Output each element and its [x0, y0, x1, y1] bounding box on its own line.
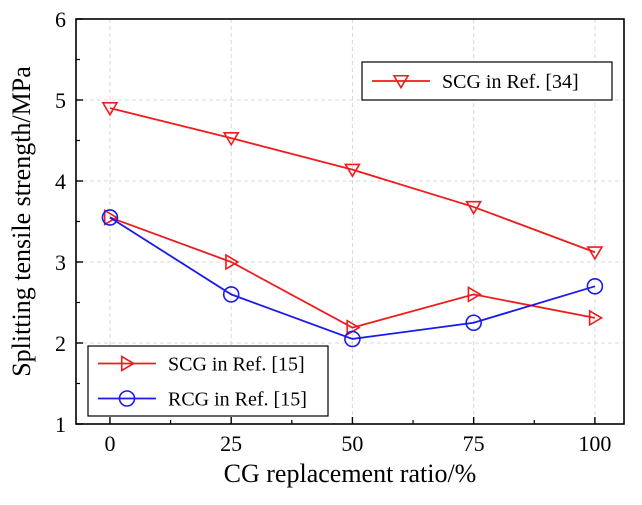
- series-line: [109, 107, 596, 254]
- data-point: [588, 309, 604, 327]
- data-point: [467, 286, 482, 303]
- series-1: [101, 102, 604, 261]
- data-point: [101, 209, 119, 226]
- legend-label: RCG in Ref. [15]: [168, 389, 307, 411]
- series-line: [109, 216, 596, 329]
- data-point: [465, 200, 483, 216]
- x-tick-label: 75: [463, 431, 485, 456]
- legend-entry: SCG in Ref. [34]: [372, 71, 579, 93]
- x-tick-label: 100: [578, 431, 611, 456]
- y-tick-label: 2: [55, 331, 66, 356]
- legend-entry: RCG in Ref. [15]: [98, 389, 307, 411]
- y-axis-label: Splitting tensile strength/MPa: [7, 66, 36, 377]
- y-tick-label: 6: [55, 7, 66, 32]
- data-point: [225, 253, 240, 271]
- data-point: [103, 209, 119, 226]
- x-axis-label: CG replacement ratio/%: [224, 459, 477, 488]
- data-point: [222, 132, 240, 147]
- series-layer: [101, 102, 604, 348]
- data-point: [586, 246, 604, 261]
- y-tick-label: 1: [55, 412, 66, 437]
- legend-entry: SCG in Ref. [15]: [98, 354, 305, 376]
- legend-2: SCG in Ref. [15] RCG in Ref. [15]: [87, 345, 329, 417]
- data-point: [586, 277, 604, 295]
- x-tick-label: 0: [104, 431, 115, 456]
- y-tick-label: 5: [55, 88, 66, 113]
- series-line: [109, 216, 596, 340]
- legends: SCG in Ref. [34] SCG in Ref. [15] RCG in R…: [87, 61, 613, 417]
- legend-box: [87, 345, 329, 417]
- y-tick-label: 4: [55, 169, 66, 194]
- legend-label: SCG in Ref. [15]: [168, 354, 305, 376]
- data-point: [101, 102, 119, 117]
- data-point: [465, 314, 482, 332]
- data-point: [222, 286, 240, 303]
- y-tick-label: 3: [55, 250, 66, 275]
- x-tick-label: 50: [341, 431, 363, 456]
- data-point: [344, 330, 361, 348]
- x-tick-label: 25: [220, 431, 242, 456]
- legend-label: SCG in Ref. [34]: [442, 71, 579, 93]
- legend-marker: [118, 390, 136, 407]
- axis-ticks: 0 25 50 75 100 1 2 3 4 5 6: [55, 7, 611, 456]
- legend-marker: [120, 355, 136, 372]
- data-point: [344, 163, 361, 178]
- legend-marker: [392, 74, 410, 90]
- legend-1: SCG in Ref. [34]: [361, 61, 613, 101]
- series-3: [101, 209, 604, 348]
- series-2: [103, 209, 604, 337]
